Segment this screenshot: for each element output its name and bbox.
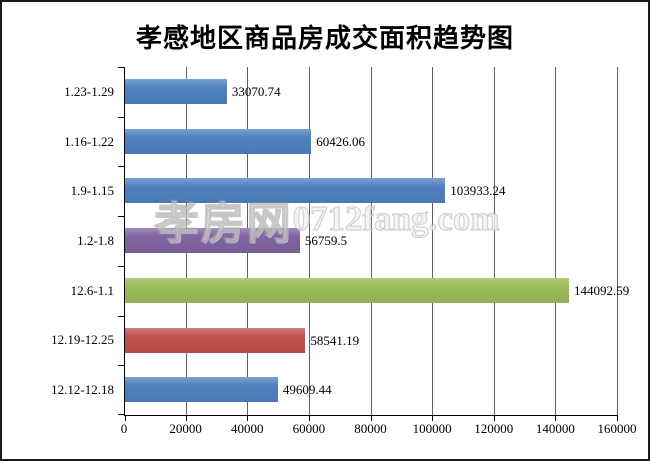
category-label-12.6-1.1: 12.6-1.1 (70, 282, 114, 298)
bar-12.19-12.25 (125, 327, 306, 353)
bar-1.9-1.15 (125, 178, 446, 204)
y-axis-tick (118, 166, 125, 168)
bar-value-label-12.12-12.18: 49609.44 (282, 382, 332, 398)
x-tick-label-100000: 100000 (412, 421, 452, 436)
bar-value-label-12.6-1.1: 144092.59 (573, 282, 630, 298)
bar-1.23-1.29 (125, 79, 227, 104)
bar-value-label-1.2-1.8: 56759.5 (304, 233, 348, 249)
y-axis-tick (118, 116, 125, 118)
bar-value-label-1.16-1.22: 60426.06 (316, 133, 365, 149)
x-tick-label-60000: 60000 (292, 421, 326, 436)
y-axis-tick (118, 365, 125, 367)
x-axis-tick (185, 415, 187, 421)
x-axis-tick (247, 415, 249, 421)
y-axis-category-labels: 1.23-1.29 1.16-1.22 1.9-1.15 1.2-1.8 12.6-1.… (2, 67, 114, 415)
x-axis-tick-labels: 0 20000 40000 60000 80000 100000 120000 140000 1… (120, 421, 637, 439)
bar-value-label-12.19-12.25: 58541.19 (310, 332, 360, 348)
category-label-12.19-12.25: 12.19-12.25 (51, 332, 114, 348)
y-axis-tick (118, 67, 125, 68)
category-label-1.9-1.15: 1.9-1.15 (70, 183, 114, 199)
x-tick-label-20000: 20000 (169, 421, 202, 436)
y-axis-tick (118, 265, 125, 267)
category-label-12.12-12.18: 12.12-12.18 (51, 382, 114, 398)
y-axis-tick (118, 315, 125, 317)
x-tick-label-80000: 80000 (354, 421, 387, 436)
x-axis-tick (617, 415, 618, 421)
x-tick-label-140000: 140000 (535, 421, 575, 436)
x-axis-tick (125, 415, 126, 421)
gridline-x-120000 (493, 67, 495, 415)
category-label-1.16-1.22: 1.16-1.22 (64, 133, 114, 149)
category-label-1.23-1.29: 1.23-1.29 (64, 83, 114, 99)
x-axis-tick (555, 415, 557, 421)
x-axis-tick (432, 415, 434, 421)
bar-value-label-1.9-1.15: 103933.24 (450, 183, 506, 199)
x-tick-label-160000: 160000 (597, 421, 637, 436)
bar-12.6-1.1 (125, 277, 569, 303)
x-tick-label-40000: 40000 (231, 421, 264, 436)
bar-1.2-1.8 (125, 228, 300, 254)
plot-area: 33070.74 60426.06 103933.24 56759.5 144092.5… (118, 67, 629, 421)
gridline-x-80000 (370, 67, 372, 415)
x-axis-tick (308, 415, 310, 421)
bar-1.16-1.22 (125, 128, 312, 154)
gridline-x-60000 (308, 67, 310, 415)
x-axis-tick (493, 415, 495, 421)
bar-12.12-12.18 (125, 377, 278, 403)
gridline-x-100000 (432, 67, 434, 415)
gridline-x-160000 (617, 67, 618, 415)
x-tick-label-120000: 120000 (474, 421, 514, 436)
chart-title: 孝感地区商品房成交面积趋势图 (135, 24, 514, 53)
y-axis-tick (118, 414, 125, 415)
x-tick-label-0: 0 (120, 421, 128, 436)
x-axis-tick (370, 415, 372, 421)
bar-value-label-1.23-1.29: 33070.74 (231, 84, 281, 99)
gridline-x-140000 (555, 67, 557, 415)
category-label-1.2-1.8: 1.2-1.8 (77, 232, 114, 248)
y-axis-tick (118, 216, 125, 218)
